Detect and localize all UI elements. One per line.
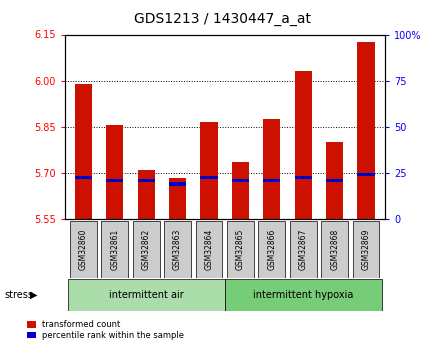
Bar bbox=[326, 142, 343, 219]
FancyBboxPatch shape bbox=[101, 221, 128, 278]
Text: intermittent hypoxia: intermittent hypoxia bbox=[253, 290, 353, 299]
FancyBboxPatch shape bbox=[164, 221, 191, 278]
Text: GSM32862: GSM32862 bbox=[142, 229, 151, 270]
FancyBboxPatch shape bbox=[227, 221, 254, 278]
Bar bbox=[169, 178, 186, 219]
Bar bbox=[263, 119, 280, 219]
Text: GSM32864: GSM32864 bbox=[205, 229, 214, 270]
FancyBboxPatch shape bbox=[321, 221, 348, 278]
FancyBboxPatch shape bbox=[225, 279, 382, 310]
FancyBboxPatch shape bbox=[290, 221, 316, 278]
Text: GSM32868: GSM32868 bbox=[330, 229, 339, 270]
FancyBboxPatch shape bbox=[259, 221, 285, 278]
FancyBboxPatch shape bbox=[133, 221, 160, 278]
Text: stress: stress bbox=[4, 290, 33, 300]
Bar bbox=[357, 172, 375, 176]
Text: GSM32869: GSM32869 bbox=[362, 229, 371, 270]
Bar bbox=[232, 179, 249, 183]
Text: intermittent air: intermittent air bbox=[109, 290, 184, 299]
Bar bbox=[326, 179, 343, 183]
Text: ▶: ▶ bbox=[30, 290, 38, 300]
Bar bbox=[295, 71, 312, 219]
Bar bbox=[138, 170, 155, 219]
Legend: transformed count, percentile rank within the sample: transformed count, percentile rank withi… bbox=[26, 319, 185, 341]
Text: GSM32866: GSM32866 bbox=[267, 229, 276, 270]
FancyBboxPatch shape bbox=[68, 279, 225, 310]
Text: GSM32867: GSM32867 bbox=[299, 229, 308, 270]
Text: GSM32861: GSM32861 bbox=[110, 229, 119, 270]
Bar bbox=[263, 179, 280, 183]
Bar bbox=[357, 42, 375, 219]
FancyBboxPatch shape bbox=[196, 221, 222, 278]
Bar bbox=[138, 179, 155, 183]
Bar bbox=[106, 125, 123, 219]
Bar bbox=[75, 176, 92, 179]
Bar bbox=[232, 162, 249, 219]
Bar bbox=[200, 122, 218, 219]
Bar bbox=[295, 176, 312, 179]
Bar bbox=[106, 179, 123, 183]
Text: GSM32863: GSM32863 bbox=[173, 229, 182, 270]
Text: GDS1213 / 1430447_a_at: GDS1213 / 1430447_a_at bbox=[134, 12, 311, 26]
Bar bbox=[200, 176, 218, 179]
Bar bbox=[169, 182, 186, 186]
Text: GSM32860: GSM32860 bbox=[79, 229, 88, 270]
Text: GSM32865: GSM32865 bbox=[236, 229, 245, 270]
FancyBboxPatch shape bbox=[70, 221, 97, 278]
Bar bbox=[75, 84, 92, 219]
FancyBboxPatch shape bbox=[353, 221, 380, 278]
